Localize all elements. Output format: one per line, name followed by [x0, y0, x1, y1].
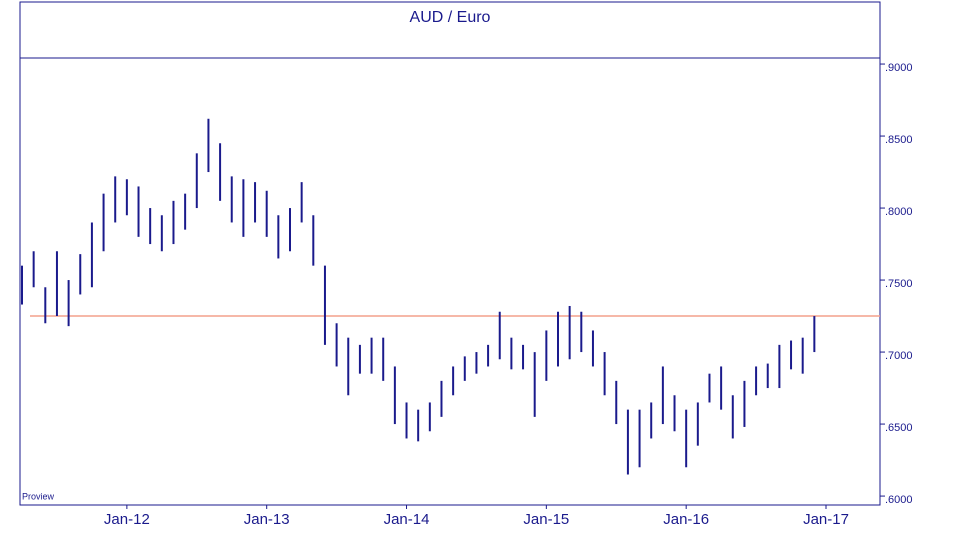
- y-tick-label: .7000: [885, 350, 913, 362]
- x-tick-label: Jan-16: [663, 511, 709, 528]
- x-tick-label: Jan-15: [523, 511, 569, 528]
- y-tick-label: .7500: [885, 278, 913, 290]
- y-tick-label: .8000: [885, 206, 913, 218]
- x-tick-label: Jan-17: [803, 511, 849, 528]
- watermark: Proview: [22, 491, 55, 501]
- y-tick-label: .6000: [885, 494, 913, 506]
- chart-title: AUD / Euro: [410, 9, 491, 26]
- y-tick-label: .6500: [885, 422, 913, 434]
- x-tick-label: Jan-13: [244, 511, 290, 528]
- y-tick-label: .9000: [885, 62, 913, 74]
- frame: [19, 1, 881, 506]
- x-tick-label: Jan-14: [384, 511, 430, 528]
- y-tick-label: .8500: [885, 134, 913, 146]
- x-tick-label: Jan-12: [104, 511, 150, 528]
